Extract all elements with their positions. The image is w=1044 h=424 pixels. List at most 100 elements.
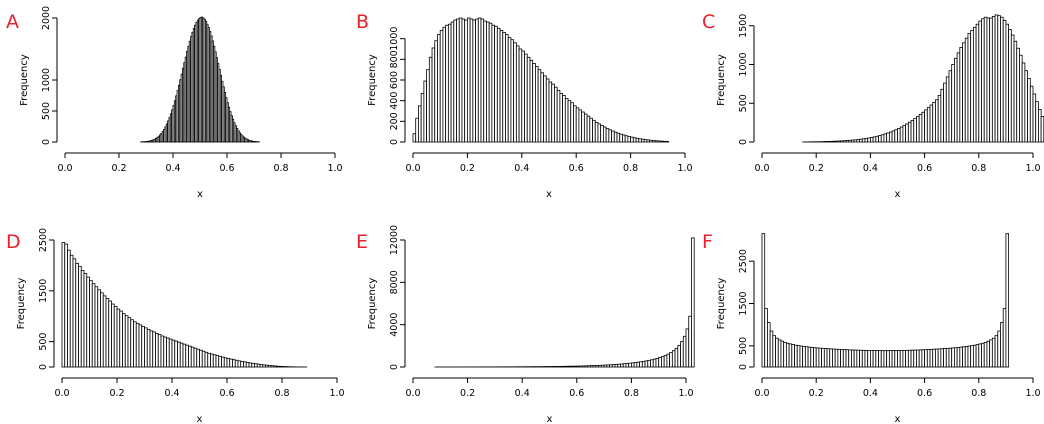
- histogram-bar: [845, 140, 850, 143]
- histogram-bar: [662, 140, 667, 143]
- panel-d: D 0.0 0.2 0.4 0.6 0.8 1.0 x 0 500 1500 2500 Frequenc…: [6, 228, 345, 424]
- histogram-bar: [1024, 70, 1028, 143]
- histogram-bar: [237, 360, 242, 368]
- histogram-bar: [622, 134, 626, 143]
- histogram-bar: [609, 364, 613, 368]
- histogram-bar: [265, 364, 269, 368]
- x-tick-label: 0.8: [273, 163, 288, 174]
- histogram-bar: [638, 138, 642, 143]
- histogram-bar: [589, 117, 593, 143]
- x-tick-label: 0.4: [863, 388, 878, 399]
- histogram-bar: [657, 140, 661, 143]
- x-tick-label: 0.8: [971, 388, 986, 399]
- x-tick-label: 0.0: [405, 388, 420, 399]
- histogram-bar: [899, 126, 904, 143]
- histogram-bar: [584, 365, 589, 368]
- histogram-bar: [75, 262, 79, 368]
- histogram-bar: [196, 348, 200, 368]
- y-tick-label: 0: [389, 364, 400, 370]
- histogram-bar: [576, 365, 580, 368]
- histogram-bar: [649, 139, 653, 143]
- histogram-bar: [660, 140, 664, 143]
- x-tick-label: 0.0: [57, 163, 72, 174]
- histogram-bar: [61, 242, 66, 368]
- histogram-bar: [883, 350, 888, 368]
- histogram-bar: [450, 21, 455, 143]
- histogram-bar: [872, 136, 877, 143]
- histogram-bar: [491, 24, 496, 143]
- histogram-bar: [632, 137, 637, 143]
- histogram-bar: [456, 18, 460, 143]
- histogram-bar: [229, 358, 233, 368]
- histogram-bar: [972, 26, 977, 143]
- histogram-bar: [940, 348, 944, 368]
- histogram-bar: [918, 349, 923, 368]
- histogram-bar: [644, 360, 649, 368]
- histogram-bar: [856, 349, 860, 368]
- histogram-bar: [1035, 101, 1039, 143]
- y-tick-label: 500: [738, 337, 749, 355]
- y-tick-label: 0: [389, 139, 400, 145]
- histogram-bar: [975, 23, 980, 143]
- histogram-bar: [954, 57, 958, 143]
- histogram-bar: [564, 98, 569, 143]
- histogram-bar: [245, 362, 250, 368]
- histogram-bar: [840, 349, 844, 368]
- histogram-bar: [232, 359, 236, 368]
- histogram-bar: [207, 352, 211, 368]
- histogram-bar: [113, 306, 118, 368]
- y-tick-label: 500: [38, 333, 49, 351]
- x-tick-label: 0.6: [219, 163, 234, 174]
- panel-c: C 0.0 0.2 0.4 0.6 0.8 1.0 x 0 500 1000 1500 Frequenc…: [702, 11, 1044, 200]
- histogram-bar: [124, 315, 129, 368]
- histogram-bar: [983, 16, 988, 143]
- histogram-bar: [259, 364, 264, 368]
- y-tick-label: 600: [389, 71, 400, 89]
- histogram-bar: [581, 111, 585, 143]
- histogram-bar: [155, 333, 159, 368]
- histogram-bar: [981, 342, 985, 368]
- histogram-bar: [856, 139, 860, 143]
- y-tick-label: 1500: [38, 279, 49, 303]
- histogram-bar: [608, 129, 612, 143]
- histogram-bar: [834, 140, 839, 143]
- y-tick-label: 0: [38, 364, 49, 370]
- histogram-bar: [587, 365, 591, 368]
- histogram-bar: [149, 330, 154, 368]
- histogram-bar: [461, 18, 466, 143]
- histogram-bar: [590, 365, 594, 368]
- histogram-bar: [415, 117, 419, 143]
- histogram-bar: [146, 329, 151, 368]
- histogram-bar: [1038, 109, 1042, 143]
- histogram-bar: [243, 361, 247, 368]
- histogram-bar: [562, 365, 567, 368]
- histogram-bar: [423, 80, 428, 143]
- histogram-bar: [567, 100, 572, 143]
- histogram-bar: [502, 32, 506, 143]
- histogram-bar: [945, 76, 950, 143]
- histogram-bar: [624, 135, 629, 143]
- histogram-bar: [654, 140, 659, 143]
- histogram-bar: [780, 340, 785, 368]
- x-tick-label: 0.2: [460, 388, 475, 399]
- histogram-bar: [212, 354, 217, 368]
- histogram-bar: [643, 139, 648, 143]
- histogram-bar: [445, 24, 449, 143]
- histogram-bar: [102, 295, 107, 368]
- histogram-bar: [510, 39, 515, 143]
- histogram-bar: [606, 364, 610, 368]
- histogram-bar: [867, 137, 871, 143]
- histogram-bar: [603, 364, 608, 368]
- histogram-bar: [488, 22, 493, 143]
- histogram-bar: [897, 128, 901, 143]
- x-tick-label: 1.0: [329, 388, 344, 399]
- histogram-bar: [598, 364, 602, 368]
- histogram-bar: [554, 86, 558, 143]
- histogram-bar: [611, 130, 615, 143]
- histogram-bar: [826, 348, 831, 368]
- histogram-bar: [932, 102, 936, 143]
- histogram-bars: [412, 17, 670, 143]
- histogram-bar: [625, 363, 630, 368]
- histogram-bar: [907, 349, 912, 368]
- histogram-bar: [130, 319, 134, 368]
